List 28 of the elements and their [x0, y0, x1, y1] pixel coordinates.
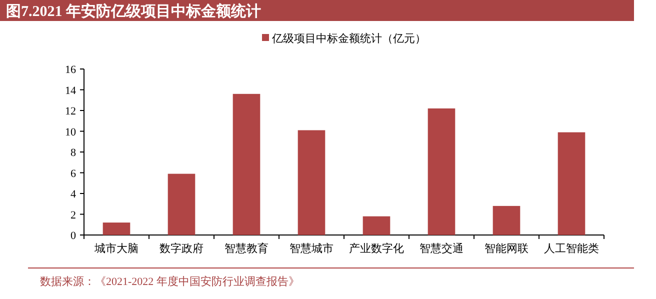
source-note: 数据来源：《2021-2022 年度中国安防行业调查报告》: [40, 275, 300, 288]
bar: [428, 108, 456, 235]
x-tick-label: 数字政府: [160, 242, 204, 255]
chart-title: 图7.2021 年安防亿级项目中标金额统计: [6, 2, 261, 20]
x-tick-label: 智慧城市: [290, 242, 334, 255]
y-tick-label: 10: [65, 126, 76, 138]
y-tick-label: 4: [70, 188, 76, 200]
x-tick-label: 人工智能类: [544, 242, 599, 255]
bar: [232, 94, 260, 235]
y-tick-label: 6: [70, 168, 76, 180]
bar: [298, 130, 326, 235]
bar: [168, 174, 196, 235]
x-tick-label: 城市大脑: [94, 242, 138, 255]
y-tick-label: 16: [65, 64, 76, 76]
bar: [362, 216, 390, 235]
bar: [102, 222, 130, 235]
x-tick-label: 智能网联: [484, 242, 528, 255]
y-tick-label: 8: [70, 147, 76, 159]
x-tick-label: 产业数字化: [349, 242, 404, 255]
bar: [558, 132, 586, 235]
x-tick-label: 智慧交通: [420, 242, 464, 255]
bar: [492, 206, 520, 235]
legend-label: 亿级项目中标金额统计（亿元）: [271, 32, 426, 45]
y-tick-label: 12: [65, 106, 76, 118]
x-tick-label: 智慧教育: [224, 242, 268, 255]
y-tick-label: 2: [70, 209, 76, 222]
y-tick-label: 14: [65, 84, 76, 97]
y-tick-label: 0: [70, 230, 76, 242]
